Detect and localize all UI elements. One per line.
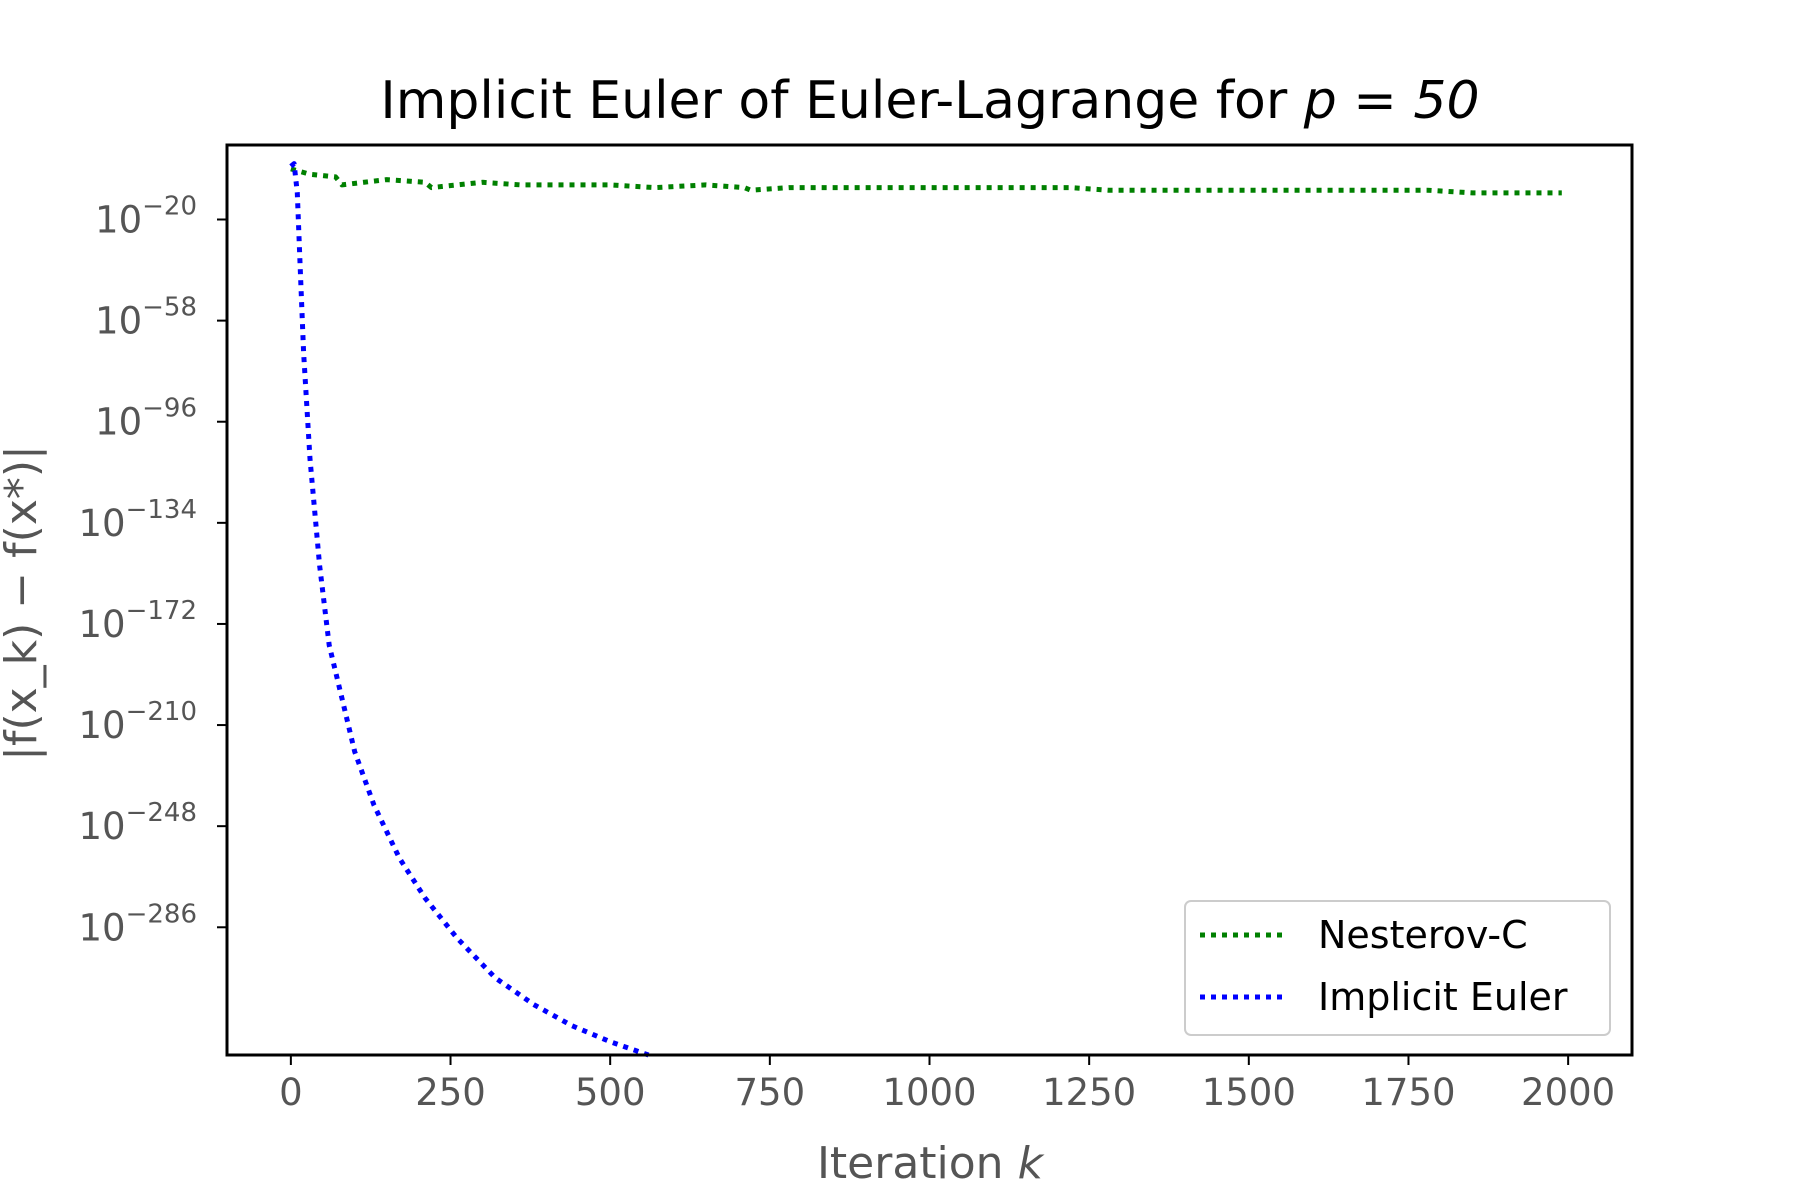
legend-label-implicit-euler: Implicit Euler (1318, 975, 1568, 1019)
y-tick-exponent: −210 (126, 697, 197, 727)
y-tick-exponent: −20 (142, 192, 197, 222)
x-axis-label: Iteration k (817, 1138, 1045, 1189)
x-tick-label: 750 (735, 1071, 806, 1114)
x-tick-label: 250 (415, 1071, 486, 1114)
y-tick-exponent: −172 (126, 596, 197, 626)
y-tick-exponent: −248 (126, 798, 197, 828)
y-tick-label: 10−96 (95, 394, 197, 444)
legend: Nesterov-C Implicit Euler (1184, 900, 1611, 1036)
x-tick-label: 1250 (1042, 1071, 1136, 1114)
y-tick-exponent: −58 (142, 293, 197, 323)
x-tick-label: 1500 (1202, 1071, 1296, 1114)
legend-box (1184, 900, 1611, 1036)
legend-label-nesterov: Nesterov-C (1318, 913, 1528, 957)
x-tick-label: 2000 (1521, 1071, 1615, 1114)
y-tick-label: 10−286 (78, 899, 197, 949)
y-tick-exponent: −96 (142, 394, 197, 424)
x-tick-label: 0 (279, 1071, 303, 1114)
series-line-implicit-euler (289, 161, 650, 1058)
x-tick-label: 1750 (1361, 1071, 1455, 1114)
y-tick-exponent: −286 (126, 899, 197, 929)
chart-title: Implicit Euler of Euler-Lagrange for p =… (380, 71, 1479, 131)
x-ticks: 0 250 500 750 1000 1250 1500 1750 2000 (279, 1055, 1615, 1114)
y-tick-label: 10−248 (78, 798, 197, 848)
y-tick-label: 10−58 (95, 293, 197, 343)
y-tick-exponent: −134 (126, 495, 197, 525)
y-ticks: 10−2010−5810−9610−13410−17210−21010−2481… (78, 192, 227, 949)
y-tick-base: 10 (78, 906, 125, 949)
series-layer (289, 161, 1562, 1058)
y-tick-label: 10−210 (78, 697, 197, 747)
y-tick-label: 10−172 (78, 596, 197, 646)
x-tick-label: 500 (575, 1071, 646, 1114)
series-line-nesterov (290, 166, 1562, 196)
y-tick-base: 10 (95, 401, 142, 444)
y-tick-base: 10 (95, 300, 142, 343)
x-tick-label: 1000 (882, 1071, 976, 1114)
y-axis-label: |f(x_k) − f(x*)| (0, 445, 47, 761)
y-tick-base: 10 (78, 704, 125, 747)
y-tick-base: 10 (78, 603, 125, 646)
y-tick-base: 10 (78, 805, 125, 848)
y-tick-label: 10−20 (95, 192, 197, 242)
y-tick-label: 10−134 (78, 495, 197, 545)
y-tick-base: 10 (95, 199, 142, 242)
y-tick-base: 10 (78, 502, 125, 545)
